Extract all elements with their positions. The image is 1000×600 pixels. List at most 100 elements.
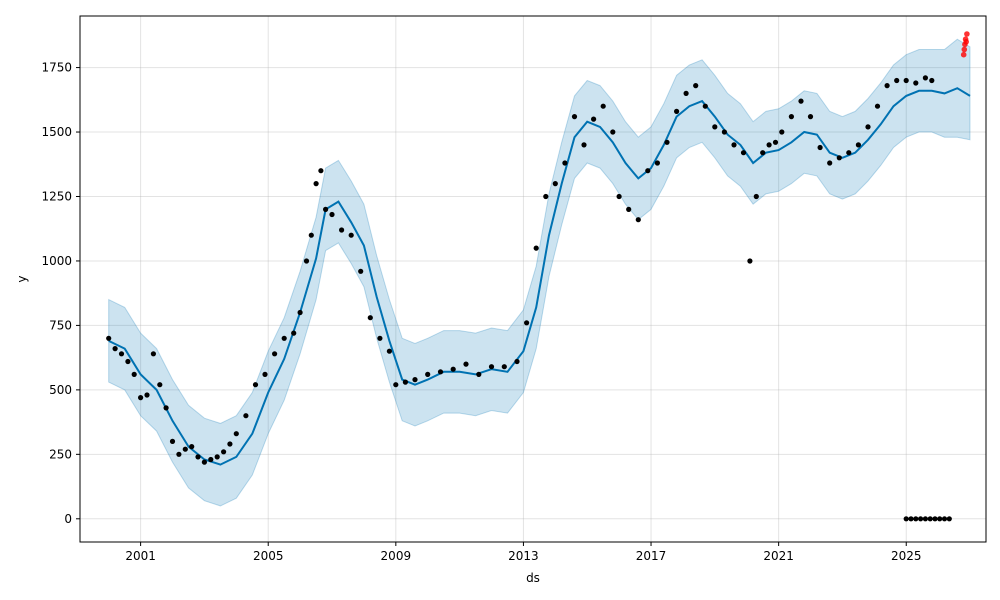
observed-point	[488, 364, 495, 370]
x-tick-label: 2021	[763, 549, 794, 563]
observed-point	[214, 454, 220, 460]
observed-point	[437, 369, 444, 375]
observed-point	[571, 114, 578, 120]
observed-point	[817, 144, 823, 151]
observed-point	[581, 142, 587, 148]
observed-point	[323, 206, 329, 212]
observed-point	[753, 193, 759, 200]
recent-point	[964, 31, 970, 37]
observed-point	[131, 371, 137, 377]
observed-points	[106, 75, 952, 522]
recent-point	[961, 46, 968, 53]
x-tick-label: 2009	[381, 549, 412, 563]
observed-point	[233, 431, 239, 437]
outlier-point	[908, 516, 914, 522]
observed-point	[386, 348, 392, 354]
observed-point	[308, 232, 314, 238]
observed-point	[150, 351, 156, 357]
observed-point	[138, 395, 144, 401]
observed-point	[846, 150, 852, 156]
observed-point	[788, 114, 795, 120]
observed-point	[291, 330, 297, 336]
observed-point	[562, 160, 568, 166]
observed-point	[855, 142, 862, 148]
observed-point	[760, 150, 766, 156]
observed-point	[252, 382, 259, 388]
observed-point	[779, 129, 785, 135]
y-tick-label: 1750	[41, 61, 72, 75]
observed-point	[798, 98, 804, 104]
observed-point	[903, 77, 909, 84]
recent-point	[960, 51, 967, 58]
x-tick-label: 2017	[636, 549, 667, 563]
observed-point	[929, 77, 935, 84]
observed-point	[664, 139, 670, 145]
observed-point	[118, 351, 125, 357]
observed-point	[702, 103, 708, 109]
outlier-point	[932, 516, 938, 522]
observed-point	[591, 116, 597, 122]
outlier-point	[913, 516, 919, 522]
y-tick-label: 500	[49, 383, 72, 397]
observed-point	[674, 108, 680, 114]
observed-point	[281, 335, 287, 341]
observed-point	[329, 211, 335, 218]
observed-point	[552, 181, 558, 187]
observed-point	[176, 451, 182, 457]
y-tick-label: 0	[64, 512, 72, 526]
observed-point	[106, 335, 112, 341]
observed-point	[339, 227, 345, 233]
observed-point	[377, 335, 383, 341]
observed-point	[412, 377, 418, 383]
observed-point	[524, 320, 530, 326]
uncertainty-band	[108, 38, 971, 507]
observed-point	[827, 160, 833, 166]
x-tick-label: 2025	[891, 549, 922, 563]
observed-point	[533, 245, 539, 251]
x-axis-label: ds	[526, 571, 540, 585]
observed-point	[654, 160, 661, 166]
observed-point	[635, 217, 641, 223]
observed-point	[313, 181, 319, 187]
observed-point	[884, 83, 890, 89]
observed-point	[112, 346, 118, 352]
outlier-point	[941, 516, 948, 522]
observed-point	[476, 371, 482, 377]
observed-point	[731, 142, 737, 148]
observed-point	[712, 124, 718, 130]
outlier-point	[946, 516, 952, 522]
observed-point	[182, 446, 188, 452]
observed-point	[189, 444, 195, 450]
outlier-point	[937, 516, 943, 522]
observed-point	[645, 168, 651, 174]
observed-point	[393, 382, 399, 388]
observed-point	[348, 232, 354, 238]
x-tick-label: 2005	[253, 549, 284, 563]
observed-point	[894, 77, 900, 84]
observed-point	[157, 382, 163, 388]
observed-point	[367, 315, 373, 321]
observed-point	[450, 366, 456, 372]
observed-point	[740, 150, 747, 156]
outlier-point	[922, 516, 929, 522]
observed-point	[303, 258, 310, 264]
y-axis: 0 250 500 750 1000 1250 1500 1750	[41, 61, 80, 526]
x-tick-label: 2013	[508, 549, 539, 563]
observed-point	[600, 103, 606, 109]
y-axis-label: y	[15, 275, 29, 282]
observed-point	[163, 405, 169, 411]
observed-point	[318, 168, 324, 174]
observed-point	[425, 371, 431, 377]
y-tick-label: 1250	[41, 189, 72, 203]
observed-point	[610, 129, 616, 135]
observed-point	[616, 193, 622, 200]
observed-point	[747, 258, 753, 264]
recent-point	[963, 39, 969, 45]
observed-point	[693, 83, 699, 89]
observed-point	[514, 358, 520, 365]
observed-point	[766, 142, 772, 148]
observed-point	[195, 454, 201, 460]
observed-point	[262, 371, 268, 377]
